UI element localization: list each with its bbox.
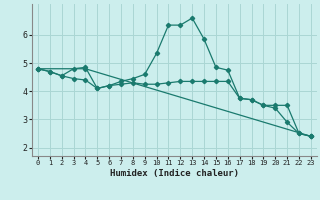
X-axis label: Humidex (Indice chaleur): Humidex (Indice chaleur) (110, 169, 239, 178)
